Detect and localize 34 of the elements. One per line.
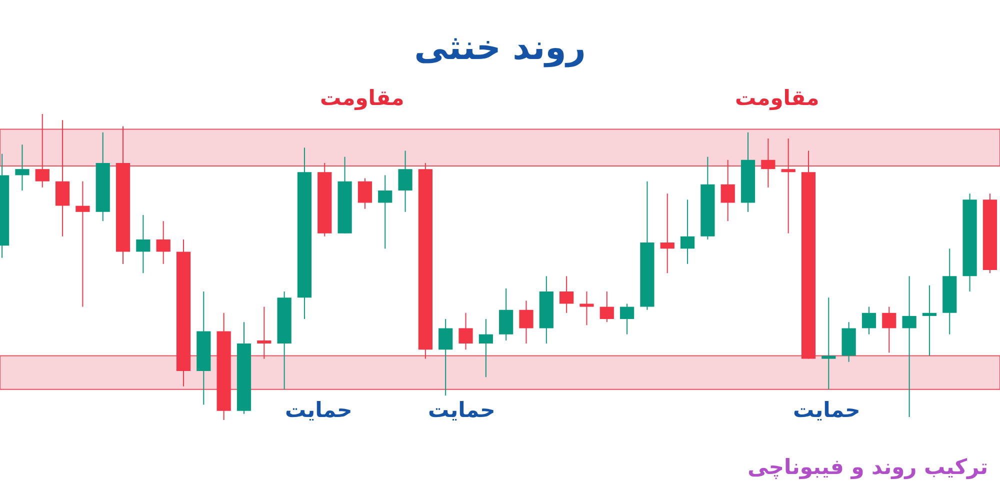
candlestick: [882, 306, 896, 354]
text: ترکیب روند و فیبوناچی: [748, 455, 988, 479]
candlestick: [922, 284, 937, 356]
candlestick: [458, 312, 473, 350]
candlestick: [76, 180, 90, 308]
candlestick: [378, 174, 392, 250]
text: مقاومت: [320, 86, 404, 110]
candlestick: [136, 214, 150, 274]
candlestick: [156, 220, 170, 264]
candlestick: [438, 318, 453, 396]
candlestick: [902, 276, 916, 418]
candlestick: [620, 303, 634, 335]
candlestick: [680, 199, 695, 264]
candlestick: [781, 138, 796, 234]
candlestick: [398, 150, 412, 212]
chart-title: روند خنثی: [413, 28, 587, 68]
candlestick: [257, 306, 272, 360]
annotation: حمایت: [793, 398, 860, 422]
candlestick: [660, 193, 674, 274]
candlestick: [720, 159, 735, 222]
candlestick: [478, 318, 493, 378]
text: مقاومت: [735, 86, 820, 110]
candlestick: [15, 144, 30, 191]
annotation: حمایت: [428, 398, 496, 422]
candlestick: [358, 178, 372, 210]
candlestick: [560, 276, 574, 314]
candlestick: [35, 114, 50, 188]
candlestick: [600, 290, 614, 323]
candlestick: [761, 138, 776, 188]
candlestick: [862, 306, 876, 335]
candlestick: [580, 290, 594, 326]
candlestick: [822, 297, 836, 390]
annotation: حمایت: [285, 398, 352, 422]
candlestick: [519, 300, 534, 344]
